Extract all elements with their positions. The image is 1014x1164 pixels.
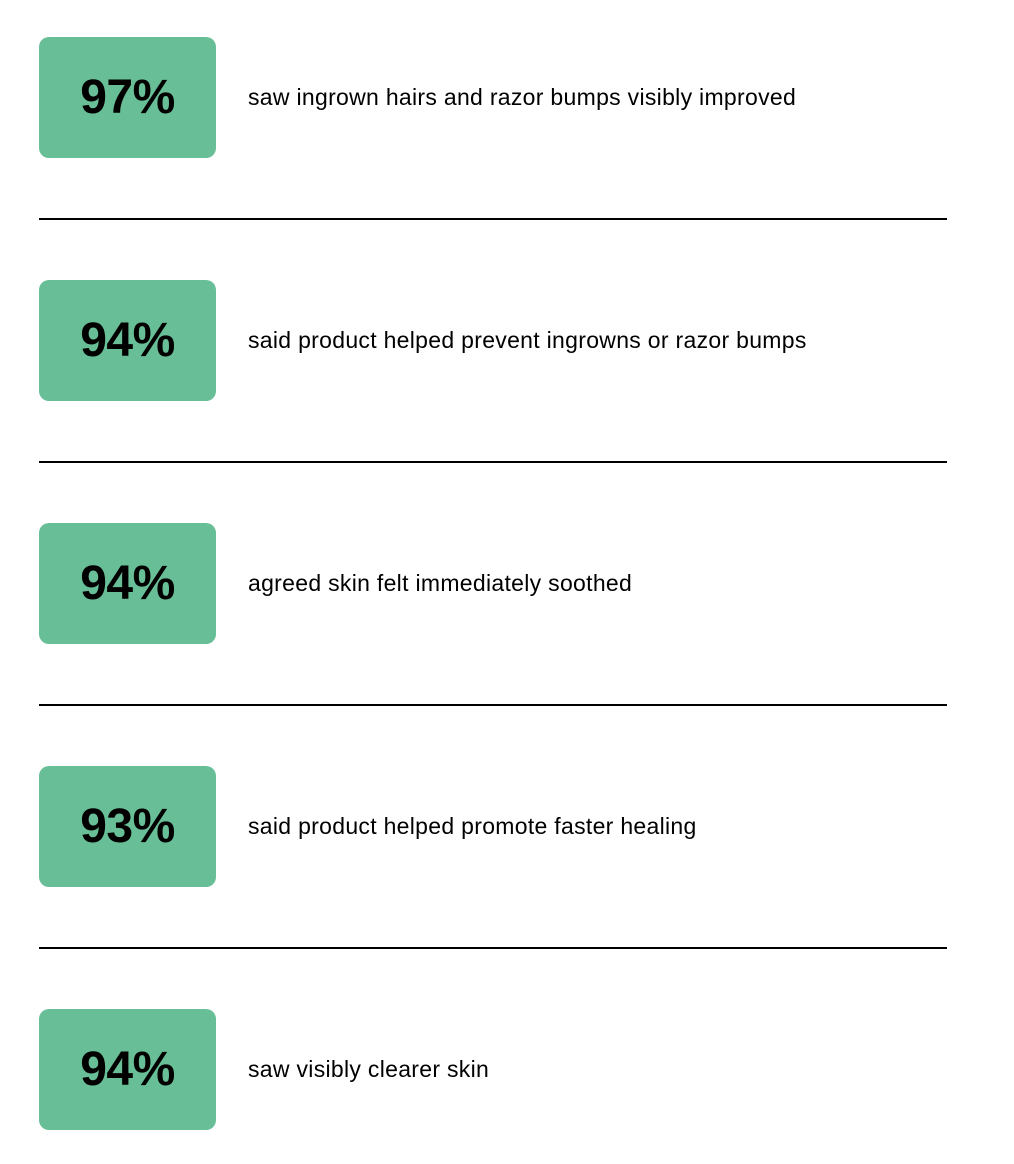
stat-row: 94% said product helped prevent ingrowns… [39, 280, 947, 401]
stat-label: agreed skin felt immediately soothed [248, 569, 633, 596]
stat-value: 97% [80, 70, 175, 124]
stat-label: said product helped promote faster heali… [248, 812, 697, 839]
stat-value: 94% [80, 1042, 175, 1096]
stat-value-badge: 94% [39, 1009, 216, 1130]
stat-value-badge: 97% [39, 37, 216, 158]
stat-row: 97% saw ingrown hairs and razor bumps vi… [39, 37, 947, 158]
divider [39, 461, 947, 463]
stat-row: 93% said product helped promote faster h… [39, 766, 947, 887]
stat-label: saw ingrown hairs and razor bumps visibl… [248, 83, 797, 110]
stat-row: 94% saw visibly clearer skin [39, 1009, 947, 1130]
stat-label: said product helped prevent ingrowns or … [248, 326, 807, 353]
divider [39, 704, 947, 706]
divider [39, 218, 947, 220]
stat-label: saw visibly clearer skin [248, 1055, 490, 1082]
stat-value: 93% [80, 799, 175, 853]
stat-value-badge: 94% [39, 523, 216, 644]
stat-value-badge: 94% [39, 280, 216, 401]
stat-value: 94% [80, 556, 175, 610]
stat-value-badge: 93% [39, 766, 216, 887]
divider [39, 947, 947, 949]
stat-value: 94% [80, 313, 175, 367]
stat-row: 94% agreed skin felt immediately soothed [39, 523, 947, 644]
